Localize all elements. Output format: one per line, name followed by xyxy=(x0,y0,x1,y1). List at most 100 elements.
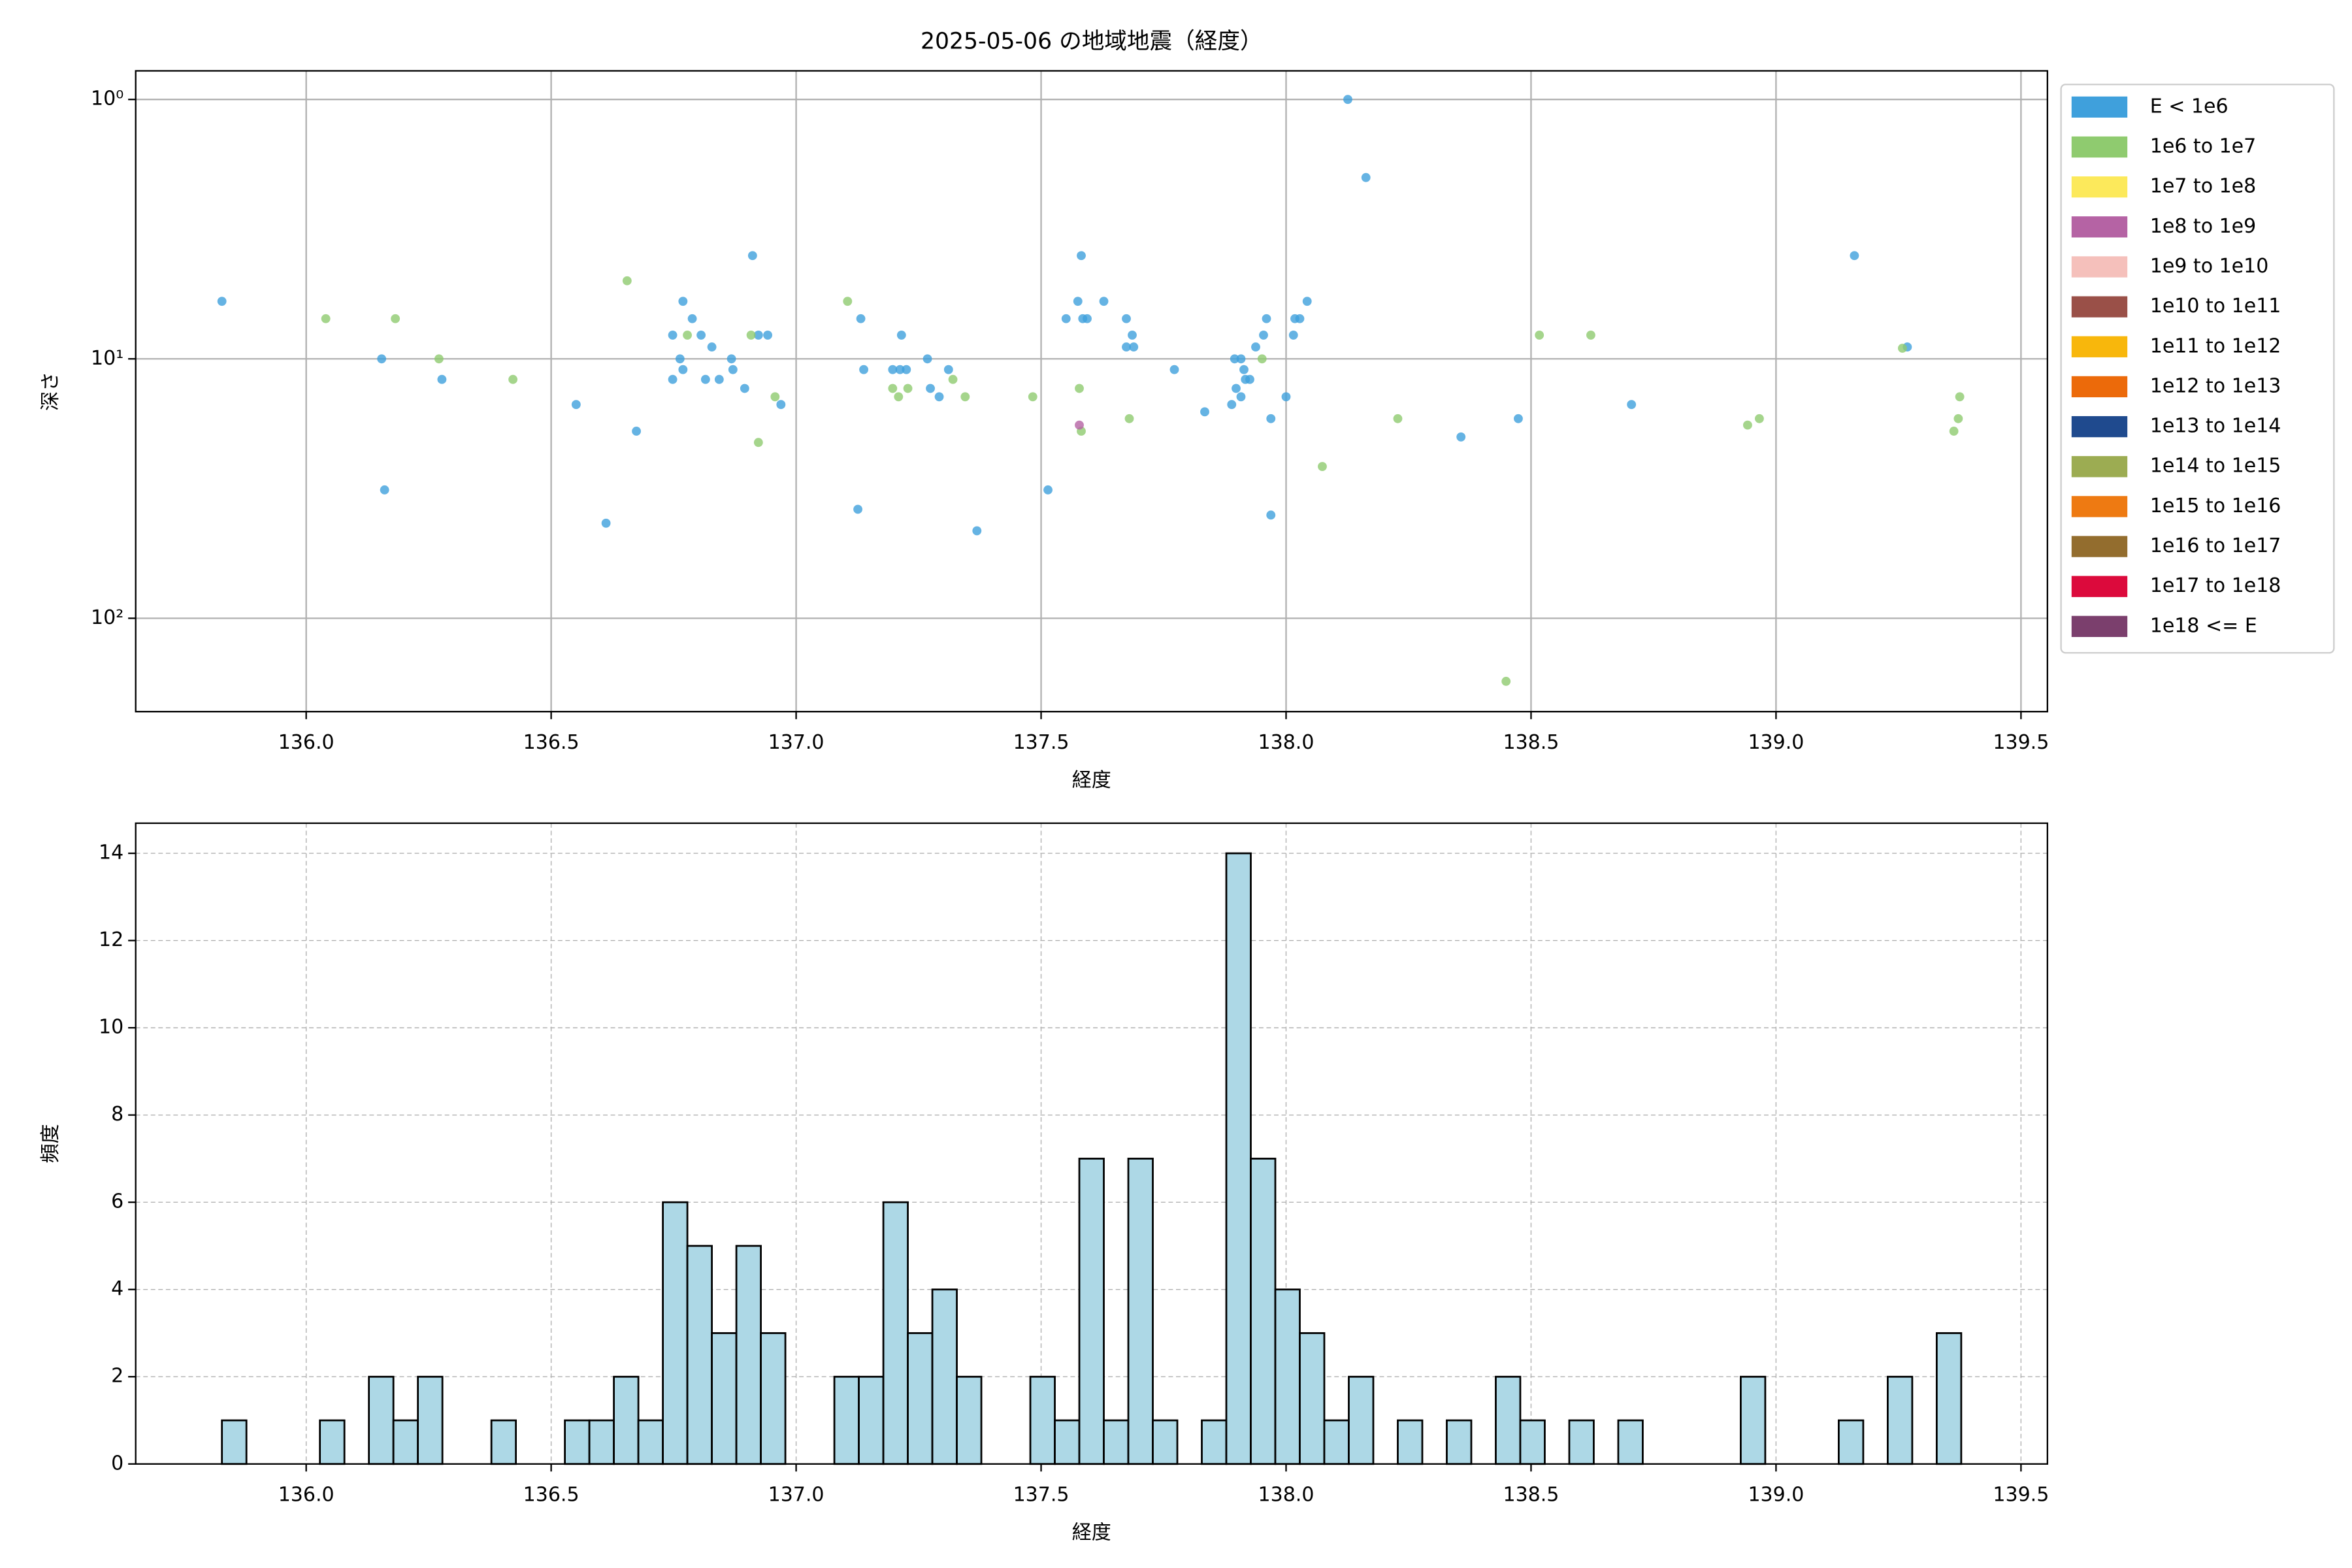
scatter-point xyxy=(668,331,678,340)
y-tick-label: 12 xyxy=(99,928,123,951)
scatter-point xyxy=(1122,314,1131,323)
y-axis-label: 頻度 xyxy=(39,1124,62,1163)
scatter-point xyxy=(1266,414,1276,423)
histogram-bar xyxy=(1519,1419,1546,1465)
scatter-point xyxy=(728,365,738,374)
legend-label: 1e12 to 1e13 xyxy=(2150,374,2281,397)
x-axis-label: 経度 xyxy=(1072,1521,1111,1544)
legend-swatch xyxy=(2071,96,2128,118)
scatter-point xyxy=(1236,392,1246,402)
legend-label: 1e7 to 1e8 xyxy=(2150,175,2256,198)
histogram-bar xyxy=(907,1332,934,1465)
scatter-point xyxy=(1627,400,1637,410)
histogram-bar xyxy=(956,1375,983,1465)
y-axis-label: 深さ xyxy=(39,372,62,411)
scatter-point xyxy=(1262,314,1271,323)
scatter-point xyxy=(853,504,862,514)
x-tick-label: 136.5 xyxy=(523,1484,580,1507)
x-axis-label: 経度 xyxy=(1072,769,1111,792)
histogram-bar xyxy=(1225,852,1252,1465)
y-tick-label: 2 xyxy=(111,1365,123,1388)
scatter-point xyxy=(434,354,444,364)
histogram-bar xyxy=(564,1419,591,1465)
scatter-point xyxy=(934,392,944,402)
histogram-bar xyxy=(1740,1375,1767,1465)
scatter-point xyxy=(508,374,518,384)
histogram-bar xyxy=(1935,1332,1963,1465)
scatter-point xyxy=(571,400,581,410)
scatter-point xyxy=(1742,420,1752,430)
scatter-point xyxy=(1955,392,1965,402)
scatter-point xyxy=(843,297,853,306)
scatter-point xyxy=(1122,342,1131,352)
legend-swatch xyxy=(2071,456,2128,478)
scatter-point xyxy=(1169,365,1179,374)
histogram-bar xyxy=(1886,1375,1914,1465)
scatter-point xyxy=(1129,342,1139,352)
histogram-bar xyxy=(588,1419,615,1465)
x-tick-label: 139.0 xyxy=(1748,1484,1804,1507)
legend-label: 1e11 to 1e12 xyxy=(2150,335,2281,357)
x-tick-label: 137.5 xyxy=(1013,731,1070,754)
scatter-point xyxy=(1075,420,1084,430)
histogram-bar xyxy=(1348,1375,1375,1465)
legend-swatch xyxy=(2071,576,2128,597)
histogram-bar xyxy=(392,1419,419,1465)
y-tick-label: 0 xyxy=(111,1452,123,1475)
scatter-point xyxy=(1124,414,1134,423)
x-tick-label: 138.5 xyxy=(1503,1484,1559,1507)
scatter-point xyxy=(1586,331,1595,340)
scatter-point xyxy=(1302,297,1312,306)
scatter-point xyxy=(696,331,706,340)
scatter-point xyxy=(380,485,389,495)
scatter-point xyxy=(894,392,904,402)
y-tick-label: 14 xyxy=(99,841,123,864)
scatter-point xyxy=(1456,432,1466,442)
x-tick-label: 138.0 xyxy=(1258,1484,1315,1507)
scatter-point xyxy=(1128,331,1137,340)
scatter-point xyxy=(1897,344,1907,353)
scatter-point xyxy=(1083,314,1092,323)
scatter-point xyxy=(902,365,911,374)
scatter-point xyxy=(391,314,400,323)
scatter-point xyxy=(1850,251,1859,261)
histogram-bar xyxy=(1299,1332,1326,1465)
histogram-bar xyxy=(686,1245,713,1465)
scatter-point xyxy=(960,392,970,402)
legend-label: 1e8 to 1e9 xyxy=(2150,215,2256,238)
scatter-point xyxy=(943,365,953,374)
histogram-bar xyxy=(319,1419,346,1465)
x-tick-label: 139.0 xyxy=(1748,731,1804,754)
legend-label: 1e13 to 1e14 xyxy=(2150,415,2281,438)
scatter-point xyxy=(687,314,697,323)
scatter-point xyxy=(678,297,688,306)
scatter-point xyxy=(926,384,935,393)
histogram-bar xyxy=(1568,1419,1595,1465)
scatter-point xyxy=(763,331,773,340)
histogram-bar xyxy=(368,1375,395,1465)
scatter-point xyxy=(923,354,932,364)
legend-swatch xyxy=(2071,216,2128,238)
scatter-point xyxy=(1953,414,1963,423)
histogram-bar xyxy=(221,1419,248,1465)
histogram-bar xyxy=(1152,1419,1179,1465)
scatter-point xyxy=(601,518,611,528)
scatter-point xyxy=(437,374,447,384)
scatter-point xyxy=(675,354,685,364)
scatter-point xyxy=(1075,384,1084,393)
scatter-point xyxy=(1099,297,1109,306)
legend-swatch xyxy=(2071,615,2128,637)
histogram-bar xyxy=(1495,1375,1522,1465)
scatter-point xyxy=(770,392,780,402)
legend-label: 1e9 to 1e10 xyxy=(2150,255,2269,278)
x-tick-label: 138.5 xyxy=(1503,731,1559,754)
legend-box xyxy=(2060,84,2335,654)
scatter-point xyxy=(903,384,913,393)
scatter-point xyxy=(1259,331,1268,340)
scatter-point xyxy=(1043,485,1053,495)
histogram-bar xyxy=(1127,1158,1154,1465)
legend-swatch xyxy=(2071,536,2128,557)
legend-label: 1e17 to 1e18 xyxy=(2150,574,2281,597)
scatter-point xyxy=(859,365,868,374)
legend-swatch xyxy=(2071,376,2128,398)
